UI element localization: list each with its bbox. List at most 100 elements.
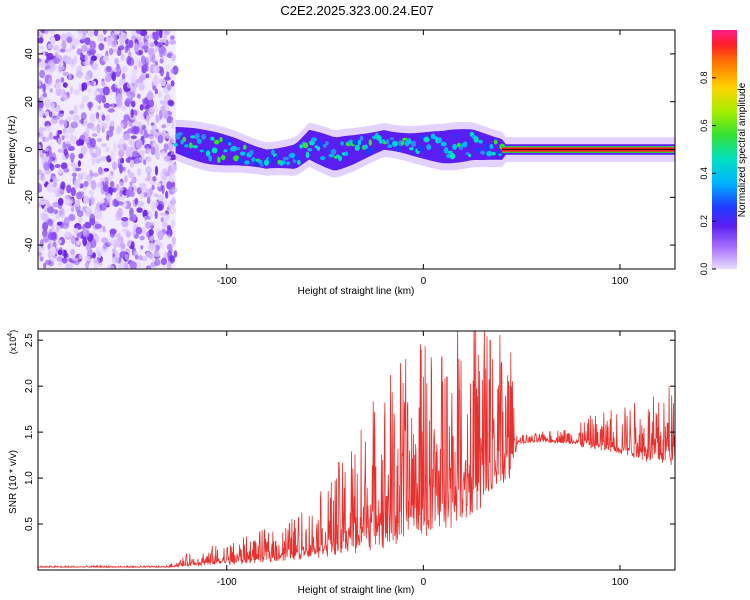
noise-blob — [38, 251, 43, 257]
signal-speckle — [328, 153, 335, 158]
noise-blob — [132, 151, 137, 158]
noise-blob — [145, 147, 150, 155]
noise-blob — [140, 245, 144, 250]
noise-blob — [44, 147, 49, 152]
signal-speckle — [190, 135, 196, 139]
noise-blob — [161, 124, 167, 129]
signal-speckle — [452, 143, 457, 150]
noise-blob — [121, 65, 128, 73]
noise-blob — [95, 158, 102, 164]
signal-speckle — [293, 155, 300, 161]
signal-speckle — [498, 153, 502, 157]
noise-blob — [126, 55, 132, 65]
noise-blob — [147, 221, 155, 226]
noise-blob — [49, 59, 55, 68]
noise-blob — [77, 210, 84, 218]
noise-blob — [166, 243, 173, 251]
signal-speckle — [446, 153, 451, 159]
noise-blob — [76, 232, 82, 238]
noise-blob — [146, 156, 152, 163]
noise-blob — [93, 30, 99, 37]
noise-blob — [105, 114, 111, 123]
noise-blob — [106, 193, 112, 202]
noise-blob — [161, 109, 168, 118]
noise-blob — [68, 73, 72, 81]
noise-blob — [151, 54, 156, 64]
signal-speckle — [231, 145, 237, 152]
noise-blob — [38, 45, 45, 50]
signal-speckle — [305, 151, 310, 159]
noise-blob — [167, 260, 172, 269]
noise-blob — [91, 172, 99, 177]
noise-blob — [83, 195, 89, 205]
noise-blob — [125, 189, 133, 197]
noise-blob — [97, 250, 102, 259]
noise-blob — [62, 71, 70, 76]
noise-blob — [73, 114, 80, 122]
snr-x-tick-label: -100 — [217, 577, 237, 588]
noise-blob — [47, 202, 51, 209]
noise-blob — [105, 66, 112, 72]
noise-blob — [45, 259, 52, 265]
signal-speckle — [395, 145, 402, 152]
noise-blob — [89, 189, 94, 196]
signal-speckle — [357, 139, 362, 146]
noise-blob — [103, 168, 110, 172]
signal-speckle — [408, 147, 414, 151]
spectrogram-x-tick-label: -100 — [217, 276, 237, 287]
noise-blob — [159, 66, 164, 77]
noise-blob — [52, 175, 57, 181]
signal-speckle — [237, 157, 244, 164]
snr-y-tick-label: 1.5 — [24, 425, 35, 439]
noise-blob — [133, 120, 140, 127]
noise-blob — [127, 94, 132, 99]
noise-blob — [97, 138, 102, 142]
noise-blob — [70, 187, 77, 197]
signal-speckle — [205, 150, 211, 157]
noise-blob — [68, 213, 76, 222]
noise-blob — [103, 176, 110, 182]
noise-blob — [106, 264, 115, 269]
signal-speckle — [282, 156, 290, 161]
noise-blob — [96, 53, 103, 58]
noise-blob — [97, 34, 105, 42]
noise-blob — [80, 52, 84, 59]
noise-blob — [152, 76, 160, 86]
colorbar-tick-label: 0.2 — [699, 215, 709, 228]
noise-blob — [154, 143, 159, 152]
noise-blob — [47, 243, 51, 250]
snr-x-tick-label: 0 — [421, 577, 427, 588]
noise-blob — [130, 108, 134, 118]
noise-blob — [89, 138, 96, 148]
signal-speckle — [243, 144, 247, 150]
noise-blob — [138, 75, 146, 81]
signal-speckle — [214, 139, 220, 145]
signal-speckle — [327, 148, 332, 153]
noise-blob — [81, 44, 88, 53]
noise-blob — [149, 187, 153, 196]
noise-blob — [136, 93, 141, 99]
noise-blob — [57, 188, 65, 196]
noise-blob — [89, 40, 96, 50]
noise-blob — [74, 199, 80, 207]
noise-blob — [109, 181, 115, 188]
noise-blob — [42, 176, 47, 185]
noise-blob — [162, 175, 167, 181]
noise-blob — [145, 73, 150, 79]
noise-blob — [171, 197, 176, 207]
noise-blob — [90, 240, 96, 249]
signal-speckle — [199, 149, 204, 153]
noise-blob — [141, 256, 148, 262]
noise-blob — [150, 108, 154, 114]
snr-y-tick-label: 2.5 — [24, 333, 35, 347]
noise-blob — [109, 150, 116, 160]
signal-speckle — [228, 142, 232, 146]
noise-blob — [129, 181, 133, 187]
noise-blob — [57, 197, 64, 206]
noise-blob — [98, 43, 105, 51]
signal-speckle — [173, 142, 178, 147]
noise-blob — [152, 85, 156, 91]
spectrogram-y-axis-label: Frequency (Hz) — [7, 116, 18, 185]
signal-speckle — [423, 136, 430, 143]
noise-blob — [160, 105, 166, 112]
